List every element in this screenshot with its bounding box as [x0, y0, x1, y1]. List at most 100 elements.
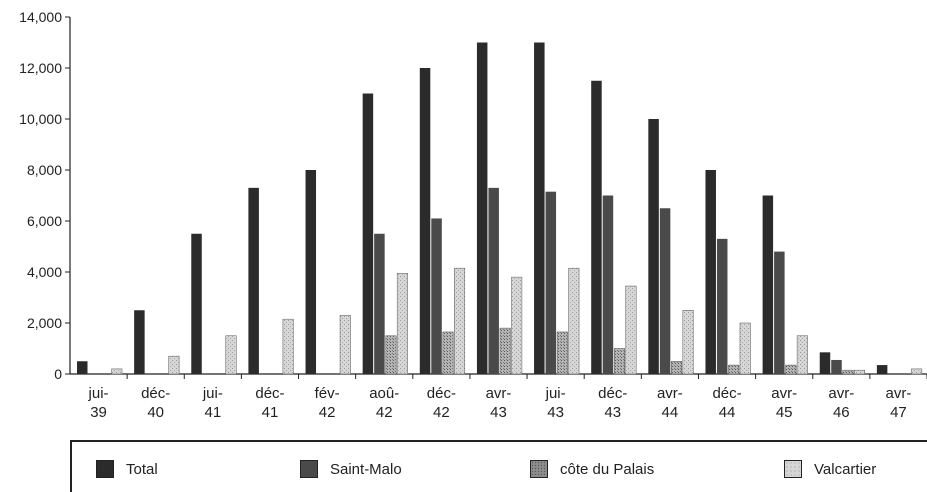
x-tick-label-bottom: 47	[890, 404, 907, 421]
x-tick-label-top: déc-	[255, 385, 284, 402]
bar-cote-du-palais	[385, 335, 397, 375]
y-tick-label: 12,000	[19, 60, 62, 76]
bar-saint-malo	[774, 251, 785, 374]
bar-chart: 0 2,000 4,000 6,000 8,000 10,000 12,000 14,000 j…	[19, 9, 927, 421]
y-tick-label: 0	[54, 366, 62, 382]
bar-total	[591, 80, 602, 374]
bar-valcartier	[225, 335, 237, 375]
bar-valcartier	[511, 276, 523, 375]
x-tick-label-bottom: 43	[547, 404, 564, 421]
legend-swatch-saint-malo	[300, 460, 318, 478]
legend-label-valcartier: Valcartier	[814, 460, 877, 478]
bar-total	[305, 170, 317, 374]
x-tick-label-top: avr-	[486, 385, 512, 402]
x-tick-label-bottom: 44	[662, 404, 679, 421]
bar-total	[134, 310, 145, 374]
legend-swatch-cote-du-palais	[530, 460, 548, 478]
bar-saint-malo	[545, 191, 557, 374]
bar-cote-du-palais	[842, 369, 854, 375]
y-tick-label: 6,000	[27, 213, 62, 229]
bar-total	[819, 352, 831, 374]
bar-saint-malo	[602, 195, 614, 374]
bar-valcartier	[396, 273, 408, 375]
bar-total	[705, 170, 716, 374]
x-tick-label-bottom: 42	[319, 404, 336, 421]
x-tick-label-top: avr-	[886, 385, 912, 402]
x-tick-label-bottom: 46	[833, 404, 850, 421]
bar-total	[191, 233, 202, 374]
x-tick-label-bottom: 44	[719, 404, 736, 421]
bar-saint-malo	[374, 233, 385, 374]
bar-valcartier	[853, 369, 865, 375]
bar-valcartier	[625, 285, 637, 375]
y-tick-label: 8,000	[27, 162, 62, 178]
x-tick-label-bottom: 41	[262, 404, 279, 421]
x-tick-label-top: jui-	[88, 385, 109, 402]
bar-saint-malo	[488, 187, 499, 374]
y-tick-label: 14,000	[19, 9, 62, 25]
bar-valcartier	[111, 368, 123, 375]
bar-total	[77, 361, 88, 374]
bar-total	[762, 195, 774, 374]
x-tick-label-top: fév-	[315, 385, 340, 402]
axis-labels: 0 2,000 4,000 6,000 8,000 10,000 12,000 14,000 j…	[19, 9, 911, 421]
legend-swatch-valcartier	[784, 460, 802, 478]
legend-label-saint-malo: Saint-Malo	[330, 460, 402, 478]
legend-label-total: Total	[126, 460, 158, 478]
bar-total	[248, 187, 259, 374]
x-tick-label-top: avr-	[828, 385, 854, 402]
x-tick-label-top: jui-	[202, 385, 223, 402]
x-tick-label-top: aoû-	[369, 385, 399, 402]
x-tick-label-bottom: 40	[147, 404, 164, 421]
x-tick-label-top: avr-	[771, 385, 797, 402]
bar-cote-du-palais	[671, 361, 683, 375]
bar-valcartier	[911, 368, 923, 375]
x-tick-label-bottom: 42	[376, 404, 393, 421]
x-tick-label-bottom: 39	[90, 404, 107, 421]
x-tick-label-bottom: 43	[490, 404, 507, 421]
bar-valcartier	[168, 355, 180, 375]
bar-valcartier	[682, 310, 694, 375]
bar-total	[476, 42, 488, 374]
bar-cote-du-palais	[442, 331, 454, 375]
bar-cote-du-palais	[785, 364, 797, 375]
bar-valcartier	[282, 318, 294, 375]
bar-total	[534, 42, 545, 374]
bar-cote-du-palais	[556, 331, 568, 375]
bar-valcartier	[796, 335, 808, 375]
bar-saint-malo	[831, 359, 842, 374]
x-tick-label-bottom: 42	[433, 404, 450, 421]
legend-item-total: Total	[96, 460, 158, 478]
x-tick-label-top: déc-	[141, 385, 170, 402]
bar-cote-du-palais	[613, 348, 625, 375]
y-tick-label: 4,000	[27, 264, 62, 280]
legend-item-valcartier: Valcartier	[784, 460, 876, 478]
x-tick-label-bottom: 43	[604, 404, 621, 421]
legend-item-saint-malo: Saint-Malo	[300, 460, 402, 478]
bar-total	[362, 93, 374, 374]
y-tick-label: 10,000	[19, 111, 62, 127]
x-tick-label-top: déc-	[598, 385, 627, 402]
x-tick-label-bottom: 41	[204, 404, 221, 421]
bar-saint-malo	[431, 218, 442, 374]
legend-label-cote-du-palais: côte du Palais	[560, 460, 655, 478]
bar-valcartier	[339, 315, 351, 375]
legend-swatch-total	[96, 460, 114, 478]
x-tick-label-bottom: 45	[776, 404, 793, 421]
legend: Total Saint-Malo côte du Palais Valcarti…	[70, 440, 927, 492]
x-tick-label-top: déc-	[427, 385, 456, 402]
x-tick-label-top: avr-	[657, 385, 683, 402]
bar-cote-du-palais	[499, 327, 511, 375]
legend-item-cote-du-palais: côte du Palais	[530, 460, 654, 478]
bar-total	[876, 365, 888, 374]
bar-saint-malo	[716, 238, 728, 374]
x-tick-label-top: déc-	[712, 385, 741, 402]
x-tick-label-top: jui-	[545, 385, 566, 402]
y-tick-label: 2,000	[27, 315, 62, 331]
bar-valcartier	[568, 267, 580, 375]
bar-cote-du-palais	[728, 364, 740, 375]
bar-valcartier	[739, 322, 751, 375]
bar-saint-malo	[659, 208, 671, 374]
bar-total	[419, 68, 431, 374]
bar-valcartier	[454, 267, 466, 375]
